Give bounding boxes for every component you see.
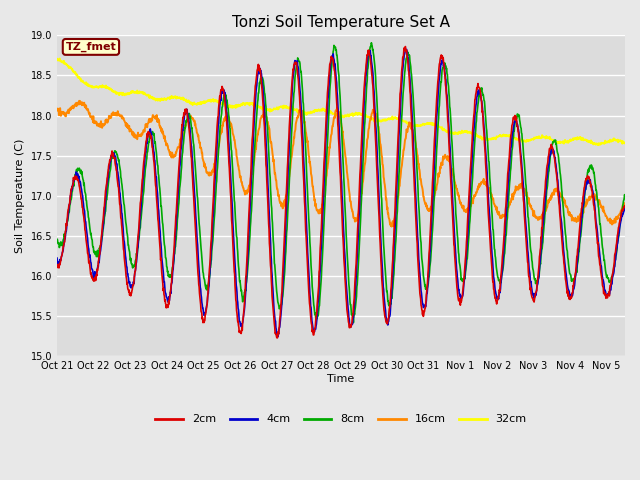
Y-axis label: Soil Temperature (C): Soil Temperature (C) (15, 139, 25, 253)
Legend: 2cm, 4cm, 8cm, 16cm, 32cm: 2cm, 4cm, 8cm, 16cm, 32cm (151, 410, 531, 429)
X-axis label: Time: Time (328, 374, 355, 384)
Text: TZ_fmet: TZ_fmet (65, 42, 116, 52)
Title: Tonzi Soil Temperature Set A: Tonzi Soil Temperature Set A (232, 15, 450, 30)
